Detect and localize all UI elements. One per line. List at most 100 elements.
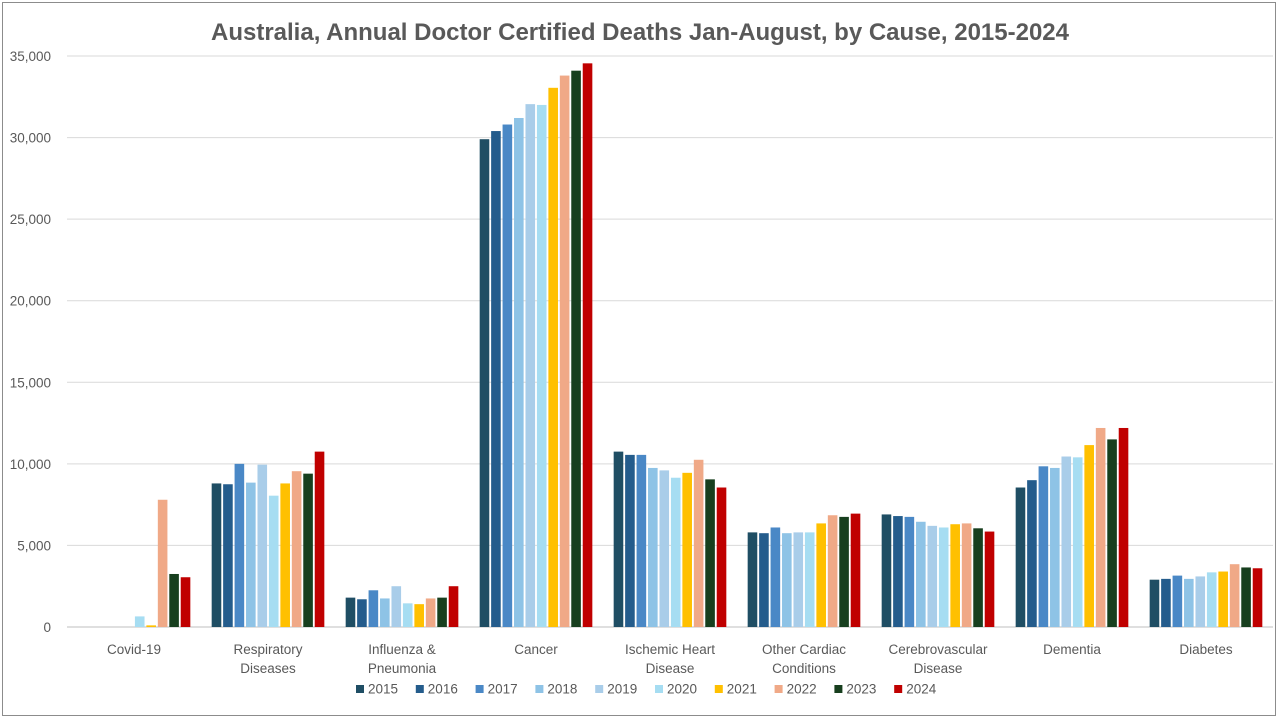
legend-label: 2018 xyxy=(547,682,577,697)
bar-2019-cat-5 xyxy=(793,532,804,627)
bar-2022-cat-1 xyxy=(291,471,302,627)
bar-2020-cat-6 xyxy=(938,527,949,627)
bar-2023-cat-7 xyxy=(1107,439,1117,627)
bar-2023-cat-8 xyxy=(1241,567,1251,627)
y-tick-label: 35,000 xyxy=(10,49,51,64)
bar-2024-cat-8 xyxy=(1252,568,1263,627)
legend-label: 2015 xyxy=(368,682,398,697)
y-axis: 0 5,000 10,000 15,000 20,000 25,000 30,000 35,0… xyxy=(10,49,51,635)
legend-swatch xyxy=(894,685,903,693)
bar-2017-cat-5 xyxy=(770,527,781,627)
bar-2016-cat-5 xyxy=(759,533,769,627)
bar-2021-cat-1 xyxy=(280,483,290,627)
legend-swatch xyxy=(535,685,544,693)
bar-2017-cat-1 xyxy=(234,463,245,627)
x-tick-label: Influenza & xyxy=(368,642,436,657)
bar-2024-cat-6 xyxy=(984,531,995,627)
bar-2024-cat-1 xyxy=(314,451,325,627)
bar-2020-cat-8 xyxy=(1206,572,1217,627)
bar-2016-cat-1 xyxy=(223,484,233,627)
bar-2019-cat-7 xyxy=(1061,456,1072,627)
bar-2019-cat-2 xyxy=(391,586,402,627)
bar-2015-cat-7 xyxy=(1015,487,1026,627)
bar-2020-cat-3 xyxy=(536,104,547,627)
bar-2020-cat-7 xyxy=(1072,457,1083,627)
bar-2021-cat-7 xyxy=(1084,445,1094,627)
legend-label: 2020 xyxy=(667,682,697,697)
bar-2016-cat-2 xyxy=(357,599,367,627)
bar-2016-cat-7 xyxy=(1027,480,1037,627)
bar-2017-cat-4 xyxy=(636,454,647,627)
bar-2022-cat-7 xyxy=(1095,427,1106,627)
bar-2020-cat-1 xyxy=(268,495,279,627)
legend-label: 2016 xyxy=(428,682,458,697)
bar-2021-cat-6 xyxy=(950,524,960,627)
bar-2024-cat-0 xyxy=(180,577,191,627)
legend-item-2021: 2021 xyxy=(714,682,757,697)
legend-item-2023: 2023 xyxy=(834,682,876,697)
bar-2023-cat-3 xyxy=(571,70,581,628)
bar-2023-cat-1 xyxy=(303,473,313,627)
legend-swatch xyxy=(834,685,843,693)
legend-item-2018: 2018 xyxy=(535,682,577,697)
legend-item-2024: 2024 xyxy=(894,682,937,697)
bar-2020-cat-4 xyxy=(670,477,681,627)
bar-2022-cat-4 xyxy=(693,459,704,627)
x-tick-label: Covid-19 xyxy=(107,642,161,657)
bar-2017-cat-7 xyxy=(1038,466,1049,627)
bar-2015-cat-4 xyxy=(613,451,624,627)
bar-2019-cat-4 xyxy=(659,470,670,627)
chart: Australia, Annual Doctor Certified Death… xyxy=(10,19,1273,697)
bar-2016-cat-6 xyxy=(893,516,903,627)
bar-2016-cat-4 xyxy=(625,454,635,627)
bar-2021-cat-0 xyxy=(146,625,156,627)
bar-2022-cat-6 xyxy=(961,523,972,627)
legend-item-2022: 2022 xyxy=(774,682,817,697)
bar-2019-cat-1 xyxy=(257,464,268,627)
bar-2018-cat-3 xyxy=(514,117,524,628)
bar-2018-cat-4 xyxy=(648,467,658,627)
legend-label: 2019 xyxy=(607,682,637,697)
bar-2020-cat-2 xyxy=(402,603,413,627)
bar-2023-cat-2 xyxy=(437,597,447,627)
y-tick-label: 0 xyxy=(43,620,51,635)
legend-label: 2017 xyxy=(488,682,518,697)
bar-2015-cat-5 xyxy=(747,532,758,627)
legend-item-2016: 2016 xyxy=(415,682,458,697)
bar-2022-cat-2 xyxy=(425,598,436,627)
x-tick-label: Disease xyxy=(646,661,695,676)
bar-2017-cat-2 xyxy=(368,590,379,627)
y-tick-label: 5,000 xyxy=(17,538,51,553)
bar-2020-cat-5 xyxy=(804,532,815,627)
legend: 2015 2016 2017 2018 2019 2020 2021 2022 2023 2024 xyxy=(356,682,937,697)
bar-2016-cat-8 xyxy=(1161,578,1171,627)
bar-2023-cat-0 xyxy=(169,573,179,627)
y-tick-label: 10,000 xyxy=(10,457,51,472)
bar-2018-cat-8 xyxy=(1184,578,1194,627)
x-tick-label: Pneumonia xyxy=(368,661,437,676)
bar-2023-cat-6 xyxy=(973,528,983,627)
bar-2015-cat-2 xyxy=(345,597,356,627)
x-tick-label: Dementia xyxy=(1043,642,1101,657)
bar-2018-cat-1 xyxy=(246,482,256,627)
bar-2021-cat-2 xyxy=(414,604,424,627)
bars xyxy=(134,63,1263,628)
bar-2024-cat-4 xyxy=(716,487,727,627)
legend-label: 2021 xyxy=(727,682,757,697)
legend-item-2017: 2017 xyxy=(475,682,518,697)
x-tick-label: Cancer xyxy=(514,642,558,657)
bar-2018-cat-6 xyxy=(916,521,926,627)
bar-2018-cat-2 xyxy=(380,598,390,627)
legend-swatch xyxy=(475,685,484,693)
gridlines xyxy=(67,55,1273,628)
y-tick-label: 25,000 xyxy=(10,212,51,227)
x-tick-label: Disease xyxy=(914,661,963,676)
bar-2024-cat-7 xyxy=(1118,427,1129,627)
bar-2017-cat-8 xyxy=(1172,575,1183,627)
x-tick-label: Ischemic Heart xyxy=(625,642,715,657)
legend-item-2019: 2019 xyxy=(595,682,637,697)
bar-2015-cat-1 xyxy=(211,483,222,627)
bar-2017-cat-6 xyxy=(904,516,915,627)
legend-swatch xyxy=(774,685,783,693)
